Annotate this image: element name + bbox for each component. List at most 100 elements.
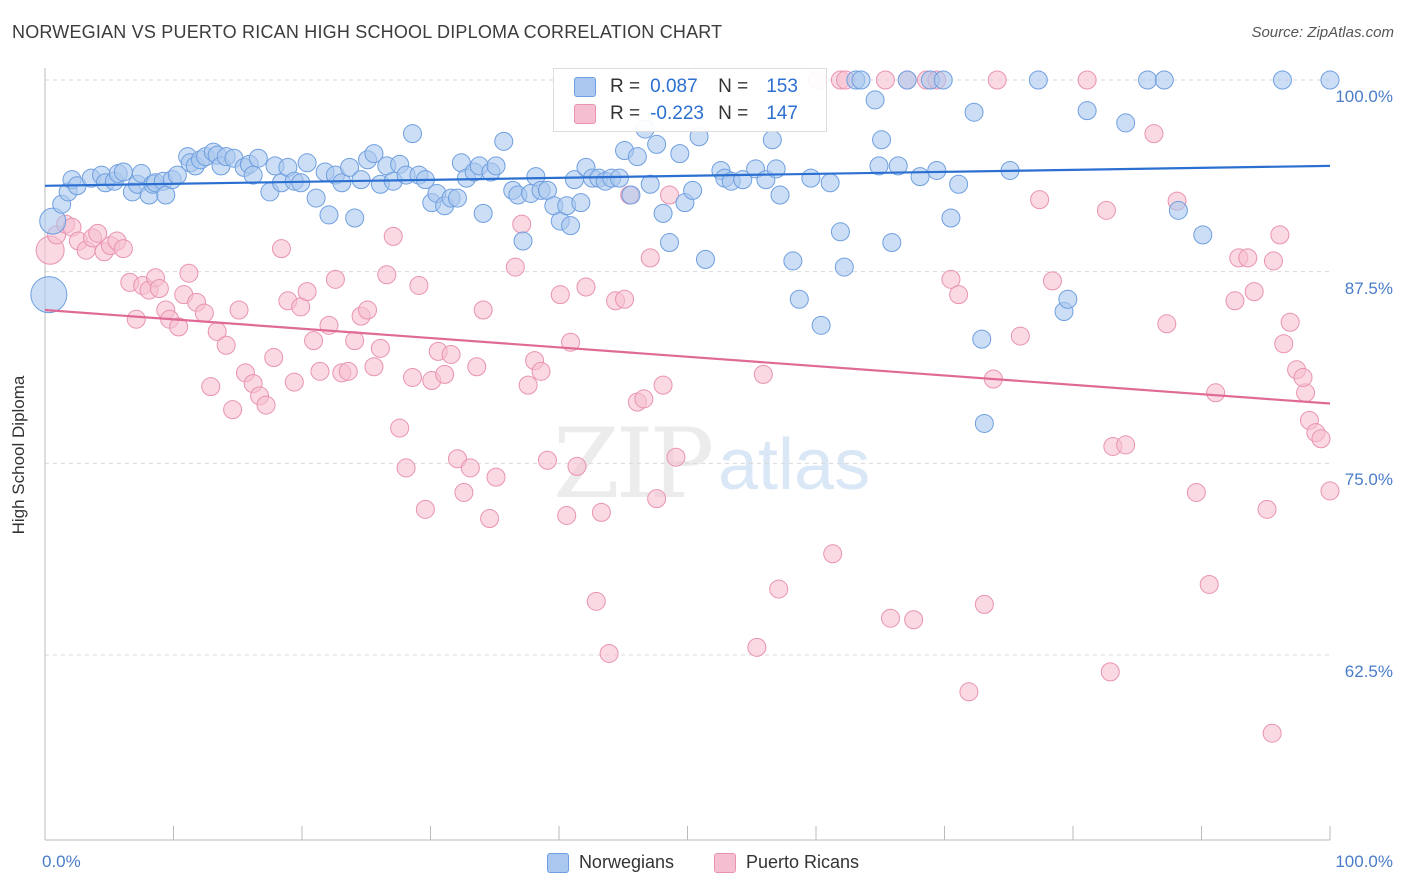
- norwegians-point: [340, 157, 360, 177]
- norwegians-point: [653, 203, 673, 223]
- puerto-ricans-point: [823, 544, 843, 564]
- r-label: R =: [610, 76, 641, 97]
- norwegians-point: [972, 329, 992, 349]
- puerto-ricans-point: [467, 357, 487, 377]
- norwegians-point: [820, 173, 840, 193]
- puerto-ricans-point: [561, 332, 581, 352]
- norwegians-point: [1028, 70, 1048, 90]
- puerto-ricans-point: [1100, 662, 1120, 682]
- y-tick-label: 100.0%: [1335, 87, 1393, 106]
- puerto-ricans-point: [1320, 481, 1340, 501]
- source-credit: Source: ZipAtlas.com: [1251, 24, 1394, 41]
- norwegians-points: [30, 70, 1340, 433]
- puerto-ricans-point: [769, 579, 789, 599]
- puerto-ricans-point: [1030, 190, 1050, 210]
- puerto-ricans-point: [113, 239, 133, 259]
- puerto-ricans-point: [647, 489, 667, 509]
- puerto-ricans-point: [1010, 326, 1030, 346]
- norwegians-point: [647, 134, 667, 154]
- norwegians-point: [243, 165, 263, 185]
- puerto-ricans-point: [512, 214, 532, 234]
- norwegians-point: [30, 276, 68, 314]
- n-label: N =: [718, 76, 749, 97]
- puerto-ricans-point: [1077, 70, 1097, 90]
- puerto-ricans-point: [576, 277, 596, 297]
- puerto-ricans-point: [256, 395, 276, 415]
- puerto-ricans-point: [1042, 271, 1062, 291]
- norwegians-point: [1058, 289, 1078, 309]
- puerto-ricans-point: [229, 300, 249, 320]
- norwegians-point: [888, 156, 908, 176]
- puerto-ricans-point: [460, 458, 480, 478]
- puerto-ricans-point: [567, 456, 587, 476]
- puerto-ricans-point: [747, 637, 767, 657]
- norwegians-point: [561, 216, 581, 236]
- legend-item-puerto-ricans[interactable]: Puerto Ricans: [713, 852, 859, 873]
- puerto-ricans-point: [537, 450, 557, 470]
- norwegians-point: [882, 233, 902, 253]
- puerto-ricans-point: [881, 608, 901, 628]
- blue-swatch: [574, 77, 596, 97]
- norwegians-point: [640, 174, 660, 194]
- puerto-ricans-point: [959, 682, 979, 702]
- norwegians-point: [910, 167, 930, 187]
- norwegians-point: [660, 233, 680, 253]
- axes: [44, 68, 1331, 841]
- puerto-ricans-points: [35, 70, 1340, 743]
- stats-row-norwegians: R = 0.087 N = 153: [574, 73, 798, 101]
- norwegians-point: [1193, 225, 1213, 245]
- y-tick-label: 62.5%: [1344, 662, 1393, 681]
- y-tick-label: 75.0%: [1344, 470, 1393, 490]
- norwegians-point: [621, 185, 641, 205]
- norwegians-point: [403, 124, 423, 144]
- norwegians-point: [609, 168, 629, 188]
- norwegians-point: [319, 205, 339, 225]
- puerto-ricans-point: [304, 331, 324, 351]
- puerto-ricans-point: [364, 357, 384, 377]
- puerto-ricans-point: [1238, 248, 1258, 268]
- puerto-ricans-point: [550, 285, 570, 305]
- puerto-ricans-point: [396, 458, 416, 478]
- stats-box: R = 0.087 N = 153 R = -0.223 N = 147: [553, 68, 827, 132]
- y-tick-label: 87.5%: [1344, 278, 1393, 298]
- legend-swatch-pink: [713, 852, 736, 873]
- norwegians-point: [39, 207, 67, 235]
- puerto-ricans-point: [599, 643, 619, 663]
- puerto-ricans-point: [377, 265, 397, 285]
- puerto-ricans-point: [370, 338, 390, 358]
- puerto-ricans-point: [1096, 200, 1116, 220]
- puerto-ricans-point: [223, 400, 243, 420]
- puerto-ricans-point: [441, 344, 461, 364]
- norwegians-point: [473, 203, 493, 223]
- norwegians-point: [513, 231, 533, 251]
- r-value: 0.087: [650, 76, 698, 97]
- norwegians-point: [1320, 70, 1340, 90]
- puerto-ricans-point: [949, 285, 969, 305]
- puerto-ricans-point: [473, 300, 493, 320]
- puerto-ricans-point: [194, 303, 214, 323]
- puerto-ricans-point: [486, 467, 506, 487]
- puerto-ricans-point: [409, 275, 429, 295]
- puerto-ricans-point: [531, 361, 551, 381]
- norwegians-point: [949, 174, 969, 194]
- puerto-ricans-point: [904, 610, 924, 630]
- puerto-ricans-point: [216, 335, 236, 355]
- puerto-ricans-point: [1199, 574, 1219, 594]
- puerto-ricans-point: [454, 482, 474, 502]
- puerto-ricans-point: [310, 361, 330, 381]
- puerto-ricans-point: [271, 239, 291, 259]
- norwegians-point: [1272, 70, 1292, 90]
- puerto-ricans-point: [591, 502, 611, 522]
- puerto-ricans-point: [169, 317, 189, 337]
- norwegians-point: [964, 102, 984, 122]
- norwegians-point: [897, 70, 917, 90]
- puerto-ricans-point: [557, 505, 577, 525]
- puerto-ricans-point: [88, 223, 108, 243]
- puerto-ricans-point: [1270, 225, 1290, 245]
- puerto-ricans-point: [358, 300, 378, 320]
- puerto-ricans-point: [297, 282, 317, 302]
- x-tick-min: 0.0%: [42, 852, 81, 871]
- norwegians-point: [811, 315, 831, 335]
- legend-item-norwegians[interactable]: Norwegians: [546, 852, 674, 873]
- puerto-ricans-point: [345, 331, 365, 351]
